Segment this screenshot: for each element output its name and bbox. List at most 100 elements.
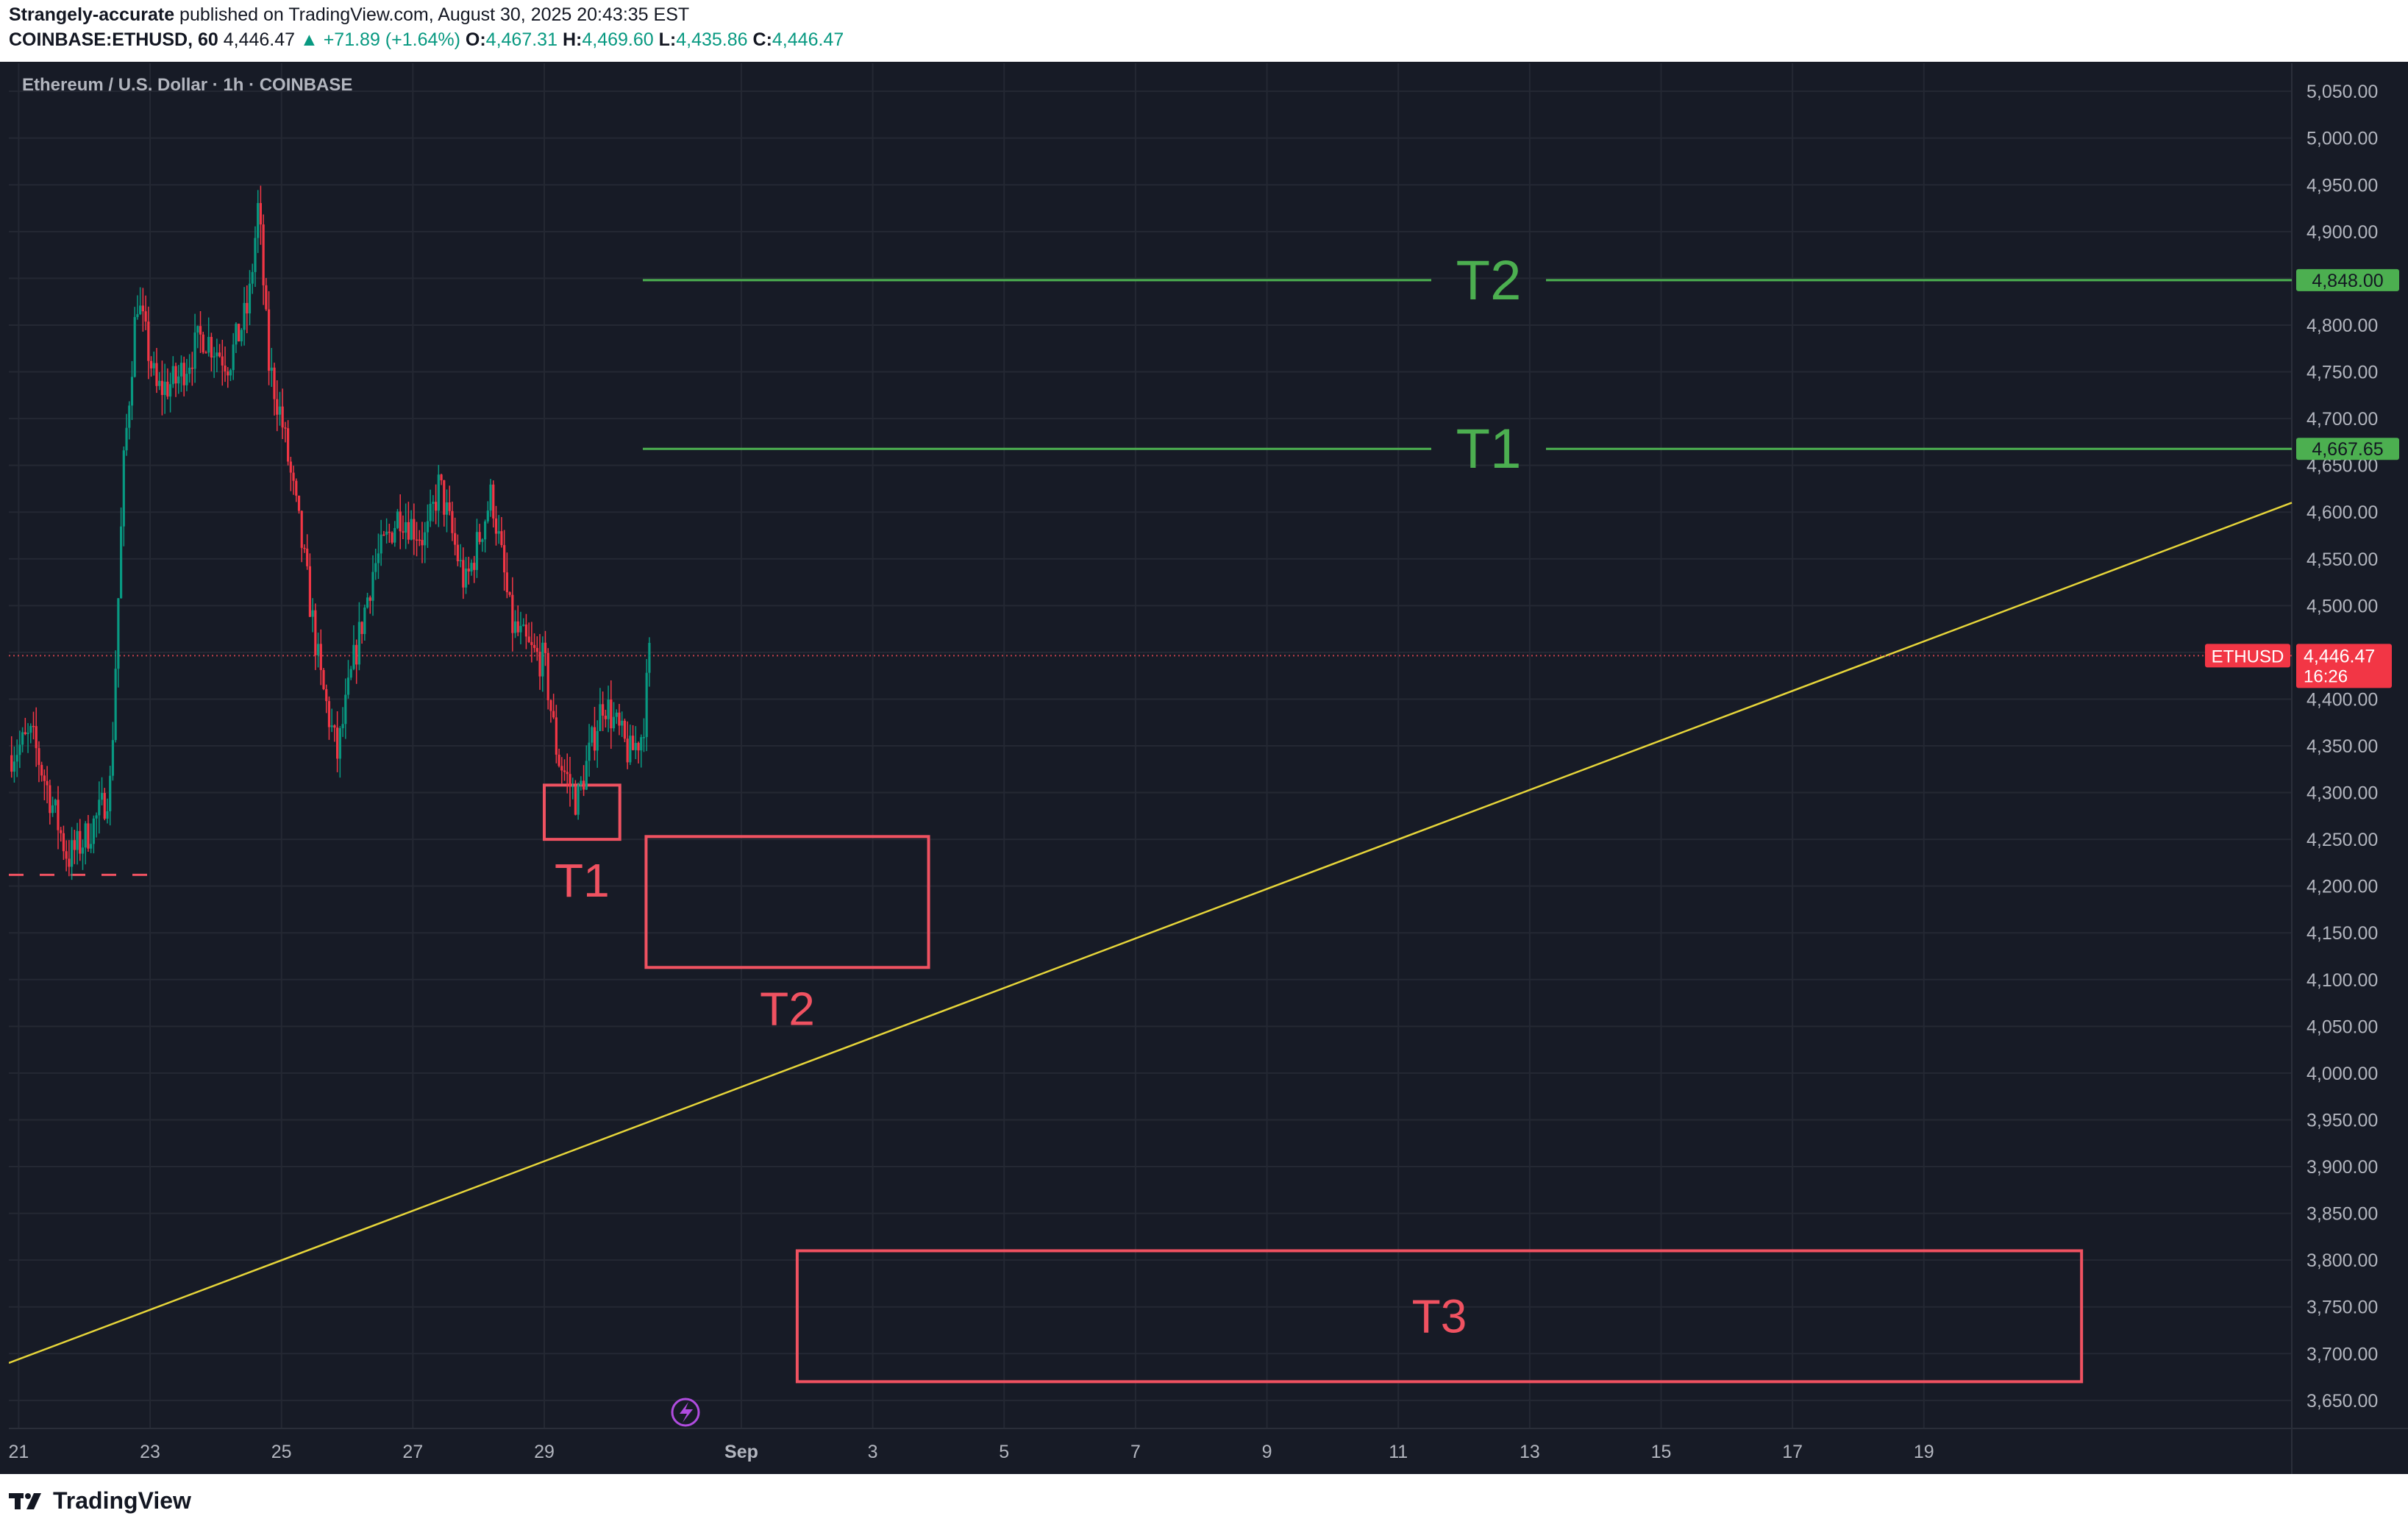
candle-body bbox=[569, 774, 571, 787]
candle-body bbox=[604, 715, 607, 719]
candle-body bbox=[100, 793, 104, 800]
candle-body bbox=[243, 302, 246, 330]
target-price-label: 4,848.00 bbox=[2312, 271, 2383, 291]
candle-body bbox=[306, 548, 309, 566]
countdown-label: 16:26 bbox=[2304, 666, 2348, 686]
candle-body bbox=[196, 326, 199, 333]
candle-body bbox=[366, 597, 369, 608]
candle-body bbox=[311, 610, 314, 617]
high-label: H: bbox=[562, 29, 583, 50]
candle-body bbox=[316, 644, 320, 655]
candle-body bbox=[519, 625, 522, 633]
candle-body bbox=[618, 712, 621, 726]
open-value: 4,467.31 bbox=[485, 29, 558, 50]
candle-body bbox=[546, 652, 549, 701]
time-tick-label: 23 bbox=[140, 1442, 160, 1462]
candle-body bbox=[202, 334, 204, 352]
candle-body bbox=[57, 800, 60, 830]
candle-body bbox=[292, 472, 295, 481]
candle-body bbox=[574, 786, 577, 815]
candle-body bbox=[95, 815, 98, 819]
candle-body bbox=[270, 367, 273, 371]
candle-body bbox=[544, 642, 547, 653]
target-label-down: T2 bbox=[760, 982, 815, 1035]
price-tick-label: 4,500.00 bbox=[2307, 596, 2378, 616]
candle-body bbox=[54, 800, 57, 805]
candle-body bbox=[90, 844, 93, 849]
time-tick-label: 9 bbox=[1262, 1442, 1272, 1462]
candle-body bbox=[18, 744, 21, 755]
ticker-label: ETHUSD bbox=[2212, 647, 2284, 666]
author-name[interactable]: Strangely-accurate bbox=[9, 4, 175, 25]
candle-body bbox=[136, 314, 139, 318]
price-tick-label: 3,950.00 bbox=[2307, 1110, 2378, 1131]
candle-body bbox=[15, 755, 18, 762]
price-tick-label: 4,950.00 bbox=[2307, 175, 2378, 196]
candle-body bbox=[500, 531, 503, 546]
candle-body bbox=[235, 324, 238, 345]
candle-body bbox=[610, 700, 613, 729]
footer: TradingView bbox=[0, 1474, 2408, 1527]
candle-body bbox=[368, 597, 371, 601]
candle-body bbox=[273, 367, 276, 399]
candle-body bbox=[177, 376, 180, 384]
publish-header: Strangely-accurate published on TradingV… bbox=[0, 0, 2408, 62]
candle-body bbox=[497, 531, 500, 534]
candle-body bbox=[524, 624, 528, 637]
candle-body bbox=[238, 324, 241, 342]
price-tick-label: 3,650.00 bbox=[2307, 1391, 2378, 1412]
candle-body bbox=[43, 775, 46, 781]
candle-body bbox=[566, 772, 569, 775]
price-tick-label: 4,750.00 bbox=[2307, 363, 2378, 383]
candle-body bbox=[563, 770, 566, 772]
candle-body bbox=[300, 510, 303, 548]
candle-body bbox=[421, 540, 424, 546]
candle-body bbox=[612, 716, 616, 729]
candle-body bbox=[432, 502, 435, 504]
time-tick-label: 19 bbox=[1914, 1442, 1934, 1462]
candle-body bbox=[144, 311, 147, 322]
candle-body bbox=[602, 704, 605, 716]
candle-body bbox=[160, 380, 164, 395]
candle-body bbox=[51, 805, 54, 814]
candle-body bbox=[281, 406, 284, 428]
tradingview-logo[interactable]: TradingView bbox=[9, 1484, 191, 1517]
candle-body bbox=[615, 712, 618, 717]
candle-body bbox=[81, 847, 85, 854]
chart-area[interactable]: 3,650.00 3,700.00 3,750.00 3,800.00 3,850.00… bbox=[9, 63, 2408, 1474]
axis-layer: 3,650.00 3,700.00 3,750.00 3,800.00 3,850.00… bbox=[9, 63, 2408, 1474]
price-chart[interactable]: 3,650.00 3,700.00 3,750.00 3,800.00 3,850.00… bbox=[9, 63, 2408, 1474]
candle-body bbox=[221, 356, 224, 366]
candle-body bbox=[46, 780, 49, 786]
price-tick-label: 4,900.00 bbox=[2307, 222, 2378, 243]
candle-body bbox=[443, 480, 446, 515]
candle-body bbox=[462, 560, 465, 588]
candle-body bbox=[92, 818, 95, 844]
candle-body bbox=[349, 669, 352, 678]
target-label-down: T1 bbox=[555, 854, 610, 907]
open-label: O: bbox=[465, 29, 486, 50]
candle-body bbox=[396, 511, 399, 528]
time-tick-label: 17 bbox=[1782, 1442, 1803, 1462]
candle-body bbox=[629, 736, 632, 763]
lightning-bolt-icon bbox=[680, 1402, 693, 1423]
candle-body bbox=[355, 644, 358, 665]
label-layer: T1 4,667.65 T2 4,848.00 T1 T2 T3 ETHUSD 4,446.47… bbox=[555, 249, 2399, 1427]
candle-body bbox=[634, 743, 637, 750]
candle-body bbox=[577, 785, 580, 815]
candle-body bbox=[451, 510, 454, 533]
candle-body bbox=[492, 484, 495, 519]
target-box-t1 bbox=[542, 783, 621, 841]
candle-body bbox=[599, 704, 602, 731]
candle-body bbox=[26, 733, 29, 734]
candle-body bbox=[336, 727, 339, 759]
candle-body bbox=[637, 743, 640, 751]
time-tick-label: Sep bbox=[724, 1442, 758, 1462]
candle-body bbox=[284, 427, 287, 429]
candle-body bbox=[62, 833, 65, 852]
candle-body bbox=[541, 642, 544, 677]
time-tick-label: 21 bbox=[9, 1442, 29, 1462]
price-tick-label: 4,250.00 bbox=[2307, 830, 2378, 850]
target-box-t3 bbox=[795, 1249, 2084, 1384]
candle-body bbox=[327, 701, 331, 727]
